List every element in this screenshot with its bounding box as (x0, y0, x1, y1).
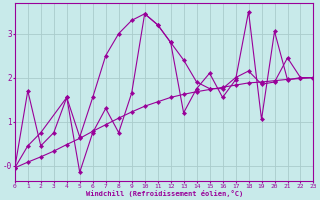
X-axis label: Windchill (Refroidissement éolien,°C): Windchill (Refroidissement éolien,°C) (85, 190, 243, 197)
